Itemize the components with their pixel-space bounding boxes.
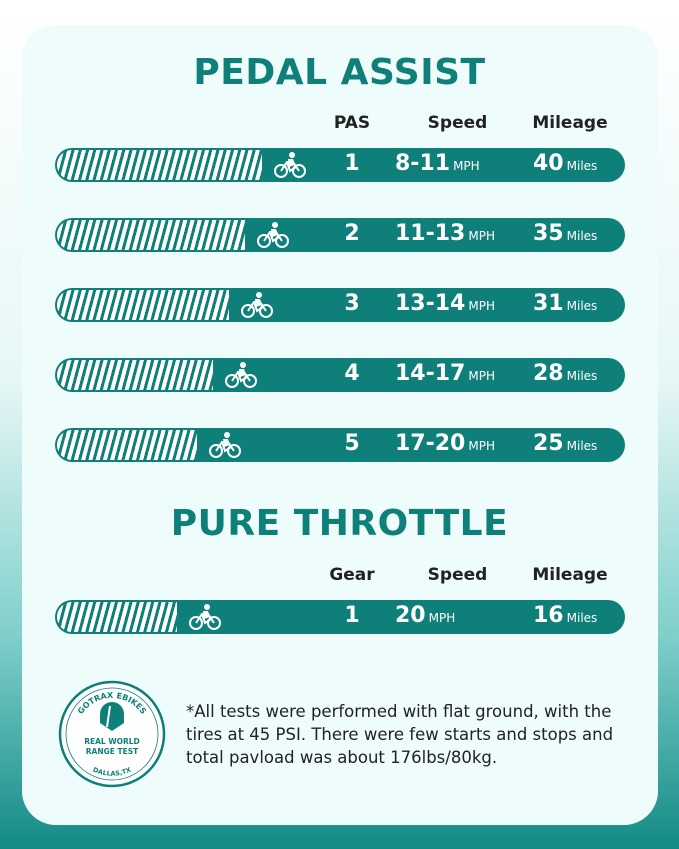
pedal-assist-title: PEDAL ASSIST xyxy=(193,52,486,93)
pure-throttle-title: PURE THROTTLE xyxy=(170,503,509,544)
bicycle-icon xyxy=(257,221,289,249)
header-pas: PAS xyxy=(333,113,371,133)
mileage-number: 25 xyxy=(533,431,564,456)
hatch-bar xyxy=(57,360,213,390)
svg-text:RANGE TEST: RANGE TEST xyxy=(86,747,139,756)
level-value: 3 xyxy=(344,291,360,316)
mileage-unit: Miles xyxy=(566,611,598,625)
level-value: 5 xyxy=(344,431,360,456)
speed-value: 8-11 MPH xyxy=(395,151,515,176)
mileage-unit: Miles xyxy=(566,299,598,313)
speed-number: 8-11 xyxy=(395,151,451,176)
speed-number: 13-14 xyxy=(395,291,466,316)
bicycle-icon xyxy=(189,603,221,631)
speed-unit: MPH xyxy=(468,229,495,243)
hatch-bar xyxy=(57,220,245,250)
header-speed: Speed xyxy=(427,565,488,585)
level-value: 1 xyxy=(344,151,360,176)
bicycle-icon xyxy=(274,151,306,179)
mileage-unit: Miles xyxy=(566,159,598,173)
mileage-value: 28 Miles xyxy=(533,361,597,386)
bicycle-icon xyxy=(225,361,257,389)
mileage-unit: Miles xyxy=(566,439,598,453)
speed-value: 11-13 MPH xyxy=(395,221,515,246)
hatch-bar xyxy=(57,290,229,320)
mileage-number: 31 xyxy=(533,291,564,316)
speed-value: 17-20 MPH xyxy=(395,431,515,456)
speed-value: 14-17 MPH xyxy=(395,361,515,386)
mileage-value: 25 Miles xyxy=(533,431,597,456)
speed-number: 14-17 xyxy=(395,361,466,386)
bicycle-icon xyxy=(241,291,273,319)
range-row: 2 11-13 MPH 35 Miles xyxy=(55,218,625,252)
svg-text:REAL WORLD: REAL WORLD xyxy=(84,737,140,746)
speed-unit: MPH xyxy=(428,611,456,625)
speed-value: 20 MPH xyxy=(395,603,515,628)
real-world-range-test-badge: GOTRAX EBIKES REAL WORLD RANGE TEST DALL… xyxy=(58,680,166,788)
speed-value: 13-14 MPH xyxy=(395,291,515,316)
header-mileage: Mileage xyxy=(532,565,608,585)
mileage-number: 28 xyxy=(533,361,564,386)
hatch-bar xyxy=(57,430,197,460)
speed-unit: MPH xyxy=(468,369,495,383)
mileage-value: 40 Miles xyxy=(533,151,597,176)
level-value: 2 xyxy=(344,221,360,246)
speed-number: 11-13 xyxy=(395,221,466,246)
range-row: 1 8-11 MPH 40 Miles xyxy=(55,148,625,182)
level-value: 1 xyxy=(344,603,360,628)
header-gear: Gear xyxy=(329,565,375,585)
mileage-value: 16 Miles xyxy=(533,603,597,628)
speed-number: 17-20 xyxy=(395,431,466,456)
speed-unit: MPH xyxy=(453,159,480,173)
mileage-number: 16 xyxy=(533,603,564,628)
range-row: 4 14-17 MPH 28 Miles xyxy=(55,358,625,392)
speed-unit: MPH xyxy=(468,439,495,453)
test-conditions-note: *All tests were performed with flat grou… xyxy=(186,702,614,767)
mileage-value: 35 Miles xyxy=(533,221,597,246)
mileage-unit: Miles xyxy=(566,229,598,243)
mileage-value: 31 Miles xyxy=(533,291,597,316)
range-row: 3 13-14 MPH 31 Miles xyxy=(55,288,625,322)
mileage-number: 35 xyxy=(533,221,564,246)
hatch-bar xyxy=(57,602,177,632)
speed-number: 20 xyxy=(395,603,426,628)
level-value: 4 xyxy=(344,361,360,386)
range-row: 5 17-20 MPH 25 Miles xyxy=(55,428,625,462)
bicycle-icon xyxy=(209,431,241,459)
svg-text:DALLAS,TX: DALLAS,TX xyxy=(92,766,133,778)
hatch-bar xyxy=(57,150,262,180)
mileage-number: 40 xyxy=(533,151,564,176)
header-mileage: Mileage xyxy=(532,113,608,133)
speed-unit: MPH xyxy=(468,299,495,313)
range-row: 1 20 MPH 16 Miles xyxy=(55,600,625,634)
header-speed: Speed xyxy=(427,113,488,133)
mileage-unit: Miles xyxy=(566,369,598,383)
